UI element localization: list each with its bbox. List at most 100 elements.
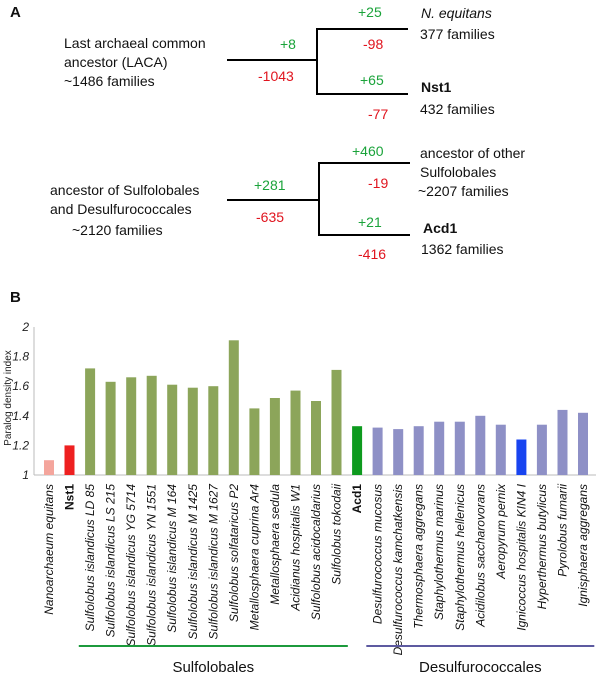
x-tick-label: Ignisphaera aggregans	[576, 484, 590, 607]
nst1-families: 432 families	[420, 101, 495, 117]
bar	[126, 377, 137, 475]
x-tick-label: Aeropyrum pernix	[494, 483, 508, 580]
sulfo-desulfo-vertical-branch	[318, 162, 320, 236]
other-sulfolobales-loss: -19	[368, 175, 389, 191]
acd1-branch	[318, 234, 410, 236]
panel-a-label: A	[10, 4, 21, 21]
bar	[269, 398, 280, 475]
laca-line-1: Last archaeal common	[64, 35, 206, 51]
group-label: Sulfolobales	[172, 659, 254, 676]
x-tick-label: Acidilobus saccharovorans	[473, 484, 487, 628]
x-tick-label: Desulfurococcus mucosus	[371, 484, 385, 624]
y-tick-label: 1.6	[12, 379, 29, 393]
other-sulfolobales-line-1: ancestor of other	[420, 145, 526, 161]
bar	[167, 384, 178, 475]
x-tick-label: Sulfolobus islandicus LS 215	[104, 484, 118, 638]
bar	[578, 412, 588, 475]
bar	[454, 421, 465, 475]
sulfo-desulfo-line-1: ancestor of Sulfolobales	[50, 182, 200, 198]
bar	[475, 415, 486, 475]
nequitans-families: 377 families	[420, 26, 495, 42]
bar	[393, 429, 404, 475]
group-brackets: Sulfolobales Desulfurococcales	[78, 645, 595, 676]
x-tick-label: Sulfolobus islandicus YG 5714	[124, 484, 138, 647]
y-tick-label: 1	[22, 468, 29, 482]
bar	[557, 409, 568, 475]
nequitans-name: N. equitans	[421, 5, 492, 21]
x-tick-label: Ignicoccus hospitalis KIN4 I	[514, 483, 528, 630]
nequitans-gain: +25	[358, 4, 382, 20]
nst1-gain: +65	[360, 72, 384, 88]
group-label: Desulfurococcales	[419, 659, 542, 676]
other-sulfolobales-line-2: Sulfolobales	[420, 164, 497, 180]
x-tick-label: Acidianus hospitalis W1	[288, 484, 302, 612]
x-tick-label: Sulfolobus islandicus M 1425	[186, 484, 200, 640]
bar	[105, 381, 116, 475]
y-axis: 1 1.2 1.4 1.6 1.8 2	[12, 320, 596, 482]
y-axis-label: Paralog density index	[3, 350, 14, 446]
x-tick-label: Staphylothermus hellenicus	[453, 484, 467, 631]
bar	[85, 368, 96, 475]
x-tick-label: Metallosphaera sedula	[268, 484, 282, 605]
bars	[44, 340, 588, 475]
panel-b-label: B	[10, 289, 21, 306]
laca-line-2: ancestor (LACA)	[64, 54, 168, 70]
x-tick-labels: Nanoarchaeum equitans Nst1 Sulfolobus isla…	[42, 483, 590, 656]
laca-gain: +8	[280, 36, 296, 52]
nst1-branch	[316, 93, 408, 95]
laca-line-3: ~1486 families	[64, 73, 155, 89]
bar	[44, 460, 54, 475]
bar	[249, 408, 260, 475]
nst1-name: Nst1	[421, 79, 452, 95]
nequitans-branch	[316, 28, 408, 30]
x-tick-label: Metallosphaera cuprina Ar4	[247, 484, 261, 631]
sulfo-desulfo-root-branch	[227, 199, 320, 201]
x-tick-label: Sulfolobus tokodaii	[330, 484, 344, 585]
y-tick-label: 1.4	[12, 409, 29, 423]
bar	[228, 340, 239, 475]
bar	[352, 426, 363, 475]
x-tick-label: Nst1	[63, 484, 77, 510]
bar	[413, 426, 424, 475]
x-tick-label: Sulfolobus islandicus YN 1551	[145, 484, 159, 646]
bar	[331, 369, 342, 475]
x-tick-label: Staphylothermus marinus	[432, 484, 446, 620]
acd1-families: 1362 families	[421, 241, 504, 257]
x-tick-label: Hyperthermus butylicus	[535, 484, 549, 609]
x-tick-label: Sulfolobus islandicus LD 85	[83, 484, 97, 632]
sulfo-desulfo-loss: -635	[256, 209, 285, 225]
x-tick-label: Nanoarchaeum equitans	[42, 484, 56, 615]
sulfo-desulfo-line-2: and Desulfurococcales	[50, 201, 192, 217]
laca-loss: -1043	[258, 68, 294, 84]
laca-root-branch	[227, 59, 318, 61]
x-tick-label: Sulfolobus acidocaldarius	[309, 484, 323, 620]
x-tick-label: Sulfolobus solfataricus P2	[227, 484, 241, 622]
x-tick-label: Desulfurococcus kamchatkensis	[391, 484, 405, 655]
sulfo-desulfo-families: ~2120 families	[72, 222, 163, 238]
sulfo-desulfo-ancestor-label: ancestor of Sulfolobales and Desulfuroco…	[50, 181, 250, 219]
y-tick-label: 1.2	[12, 438, 29, 452]
other-sulfolobales-families: ~2207 families	[418, 183, 509, 199]
bar	[516, 439, 527, 475]
laca-node-label: Last archaeal common ancestor (LACA) ~14…	[64, 34, 244, 91]
acd1-gain: +21	[358, 214, 382, 230]
sulfo-desulfo-gain: +281	[254, 177, 286, 193]
bar	[146, 375, 157, 475]
bar	[208, 386, 219, 475]
laca-vertical-branch	[316, 28, 318, 95]
x-tick-label: Sulfolobus islandicus M 164	[165, 484, 179, 633]
y-tick-label: 1.8	[12, 350, 29, 364]
x-tick-label: Pyrolobus fumarii	[555, 484, 569, 577]
nequitans-loss: -98	[363, 36, 384, 52]
other-sulfolobales-gain: +460	[352, 143, 384, 159]
bar	[187, 387, 198, 475]
x-tick-label: Thermosphaera aggregans	[412, 484, 426, 629]
bar	[64, 445, 75, 475]
bar	[290, 390, 301, 475]
y-tick-label: 2	[21, 320, 29, 334]
x-tick-label: Sulfolobus islandicus M 1627	[206, 483, 220, 640]
acd1-loss: -416	[358, 246, 387, 262]
other-sulfolobales-name: ancestor of other Sulfolobales	[420, 144, 590, 182]
nst1-loss: -77	[368, 106, 389, 122]
